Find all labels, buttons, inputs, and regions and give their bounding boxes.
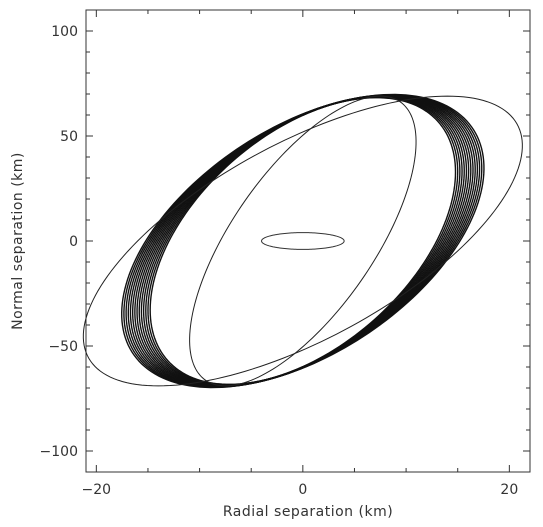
- y-tick-label: −50: [48, 339, 78, 355]
- main-ellipse-band-line: [131, 95, 474, 387]
- y-tick-label: 0: [69, 234, 78, 250]
- main-ellipse-band-line: [149, 96, 457, 386]
- y-tick-label: −100: [40, 444, 78, 460]
- y-tick-label: 100: [51, 24, 78, 40]
- main-ellipse-band-line: [123, 94, 483, 388]
- main-ellipse-band-line: [129, 94, 476, 388]
- main-ellipse-band-line: [125, 94, 481, 388]
- main-ellipse-band-line: [145, 96, 461, 386]
- x-axis-label: Radial separation (km): [223, 504, 393, 520]
- y-axis-label: Normal separation (km): [10, 152, 26, 330]
- main-ellipse-band-line: [134, 95, 472, 387]
- y-tick-label: 50: [60, 129, 78, 145]
- orbit-ellipse-2: [82, 95, 523, 387]
- central-small-ellipse: [261, 232, 345, 250]
- x-tick-label: 20: [500, 482, 518, 498]
- x-tick-label: −20: [82, 482, 112, 498]
- x-tick-label: 0: [298, 482, 307, 498]
- orbit-ellipse-1: [189, 95, 417, 387]
- curves-layer: [82, 93, 523, 389]
- main-ellipse-band-line: [138, 95, 468, 387]
- main-ellipse-band-line: [127, 94, 479, 388]
- ticks-layer: −20 0 20 100 50 0 −50 −100: [40, 10, 530, 498]
- main-ellipse-band-line: [142, 96, 463, 386]
- main-ellipse-band-line: [121, 93, 485, 389]
- main-ellipse-band-line: [147, 96, 459, 386]
- main-ellipse-band-line: [136, 95, 470, 387]
